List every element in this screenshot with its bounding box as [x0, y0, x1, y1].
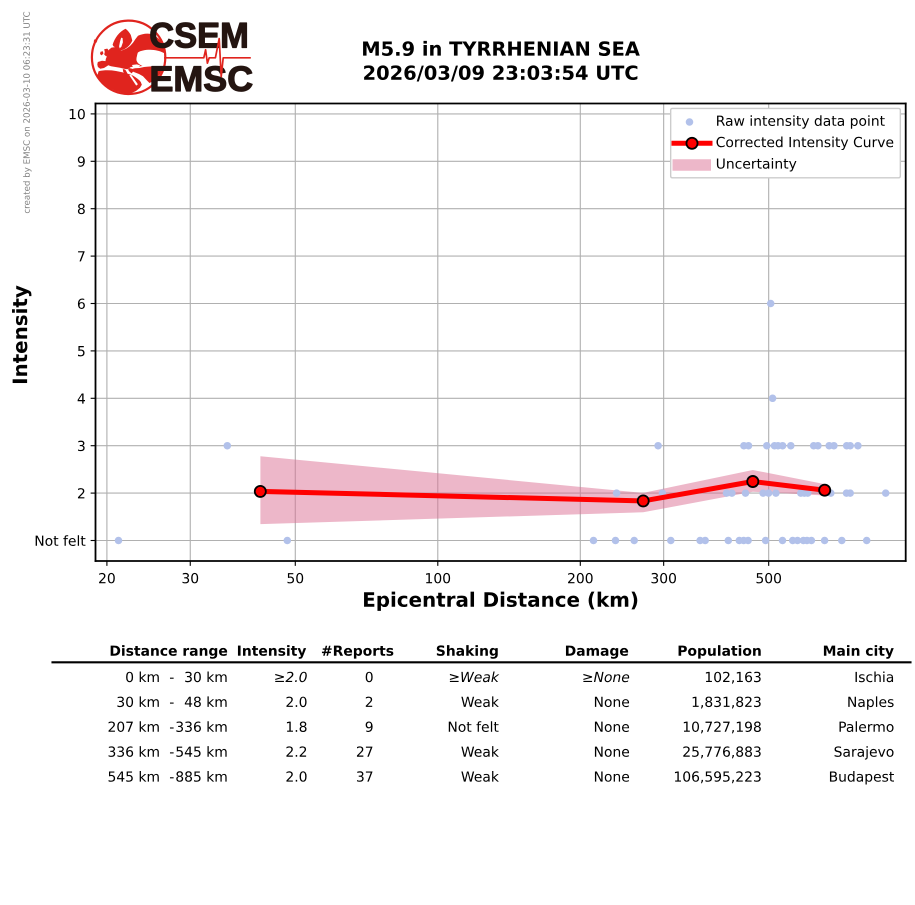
svg-text:CSEM: CSEM — [149, 16, 249, 55]
svg-text:EMSC: EMSC — [150, 60, 254, 99]
